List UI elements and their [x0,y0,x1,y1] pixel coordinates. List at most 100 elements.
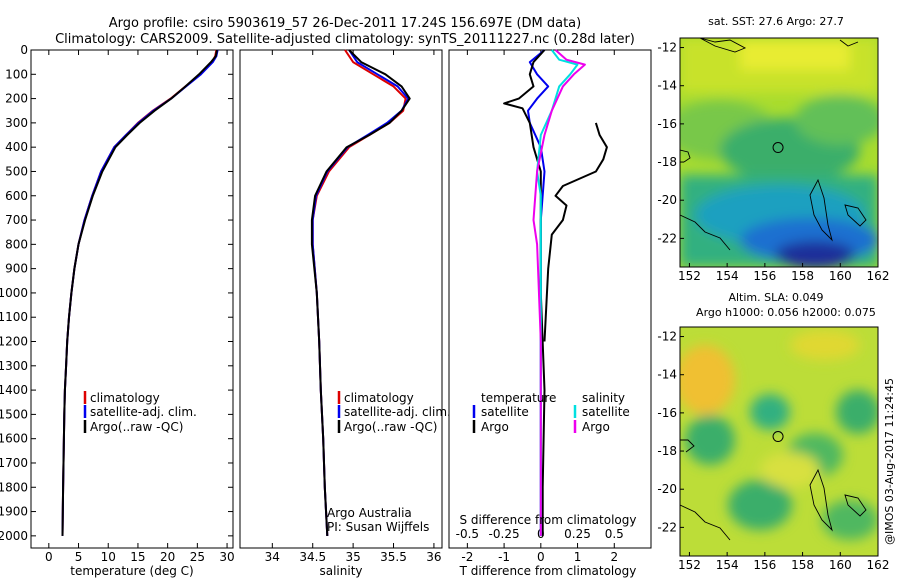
temperature-ytick-label: 600 [5,189,28,203]
temperature-ytick-label: 1400 [0,383,28,397]
temperature-ytick-label: 1000 [0,286,28,300]
temperature-xtick-label: 5 [75,550,83,564]
sst-map-ticks: 152 154 156 158 160 162 -12 -14 -16 -18 -20 -22 [657,41,889,283]
difference-ticks: -2 -1 0 1 2-0.5 -0.25 0 0.25 0.5 [456,50,624,564]
temperature-xlabel: temperature (deg C) [70,564,193,578]
sst-coldest-patch [775,241,855,267]
difference-xtick-label: -2 [461,550,473,564]
temperature-ytick-label: 1200 [0,335,28,349]
difference-xtick-label: 1 [574,550,582,564]
sla-map-ytick-label: -18 [657,444,677,458]
temperature-ticks: 0 5 10 15 20 25 300100200300400500600700800900… [0,43,235,564]
temperature-ytick-label: 1100 [0,310,28,324]
difference-top-tick-label: -0.5 [456,527,479,541]
sst-map-frame [679,37,879,268]
temperature-ytick-label: 400 [5,140,28,154]
temperature-xtick-label: 15 [130,550,145,564]
sst-map-ytick-label: -14 [657,79,677,93]
sst-map-field [680,38,878,267]
legend-argo: Argo(..raw -QC) [90,420,183,434]
sla-high-patch-2 [790,330,860,360]
sla-high-patch-1 [680,345,735,415]
sla-map-ytick-label: -22 [657,520,677,534]
sst-contour-3 [680,149,691,163]
sst-contour-2 [839,39,859,47]
sla-map-title-2: Argo h1000: 0.056 h2000: 0.075 [696,306,876,319]
salinity-xtick-label: 35.5 [380,550,407,564]
sla-map-ytick-label: -16 [657,406,677,420]
temperature-ytick-label: 1600 [0,432,28,446]
difference-xtick-label: 0 [537,550,545,564]
sla-contour-1 [680,439,695,453]
temperature-ytick-label: 1700 [0,456,28,470]
temperature-ytick-label: 200 [5,92,28,106]
temperature-ytick-label: 500 [5,164,28,178]
sla-map-xtick-label: 160 [829,558,852,572]
temperature-ytick-label: 1300 [0,359,28,373]
difference-top-tick-label: 0.25 [564,527,591,541]
difference-axes-frame [448,49,652,549]
temperature-xtick-label: 30 [219,550,234,564]
sst-mid-patch-3 [795,95,878,145]
salinity-series [310,49,411,536]
sla-low-patch-6 [822,500,878,540]
sla-map-xtick-label: 162 [867,558,890,572]
salinity-xlabel: salinity [319,564,362,578]
sla-low-patch-2 [750,394,790,430]
sst-contour-4 [844,204,867,227]
sla-map-xtick-label: 152 [678,558,701,572]
difference-xtick-label: -1 [498,550,510,564]
legend-temperature-header: temperature [481,391,556,405]
sst-map-xtick-label: 152 [678,269,701,283]
sla-map-xtick-label: 156 [753,558,776,572]
temperature-panel: 0 5 10 15 20 25 300100200300400500600700800900… [0,43,235,578]
sst-map-xtick-label: 154 [716,269,739,283]
legend-satellite-2: satellite-adj. clim. [344,405,451,419]
series-line-argo-raw-qc- [61,49,218,536]
legend-satellite: satellite-adj. clim. [90,405,197,419]
sla-map-ytick-label: -12 [657,330,677,344]
temperature-xtick-label: 25 [190,550,205,564]
sst-map-xtick-label: 158 [791,269,814,283]
series-line-salinity-argo [532,49,586,536]
difference-panel: -2 -1 0 1 2-0.5 -0.25 0 0.25 0.5 T difference fr… [448,49,652,578]
legend-argo-2: Argo(..raw -QC) [344,420,437,434]
sla-map-ytick-label: -20 [657,482,677,496]
legend-salinity-header: salinity [582,391,625,405]
difference-top-tick-label: 0.5 [605,527,624,541]
sla-contour-reef [809,468,833,532]
series-line-argo-salinity-difference-deep- [543,122,608,342]
legend-sal-satellite: satellite [582,405,630,419]
salinity-xtick-label: 36 [426,550,441,564]
sla-map-xtick-label: 154 [716,558,739,572]
sla-low-patch-3 [836,390,878,434]
legend-temp-argo: Argo [481,420,509,434]
sla-high-patch-3 [760,452,820,488]
sla-low-patch-5 [728,480,792,530]
sla-map-frame [679,326,879,557]
temperature-series [61,49,219,536]
salinity-ticks: 34 34.5 35 35.5 36 [265,50,442,564]
temperature-xtick-label: 0 [45,550,53,564]
temperature-ytick-label: 0 [20,43,28,57]
sst-map-ytick-label: -22 [657,231,677,245]
sla-contour-2 [844,494,867,517]
imos-stamp: @IMOS 03-Aug-2017 11:24:45 [883,378,896,545]
annotation-argo-australia: Argo Australia [327,506,412,520]
legend-climatology-2: climatology [344,391,414,405]
sst-map-xtick-label: 160 [829,269,852,283]
sst-map-ytick-label: -12 [657,41,677,55]
salinity-xtick-label: 34 [265,550,280,564]
sst-contour-5 [680,214,731,251]
sla-contour-3 [680,504,731,541]
sst-map-ytick-label: -16 [657,117,677,131]
series-line-argo-raw-qc- [310,49,411,536]
legend-temp-satellite: satellite [481,405,529,419]
sst-argo-marker [772,142,784,154]
temperature-xtick-label: 10 [101,550,116,564]
salinity-xtick-label: 34.5 [299,550,326,564]
annotation-pi: PI: Susan Wijffels [327,520,429,534]
temperature-legend: climatology satellite-adj. clim. Argo(..… [83,391,197,434]
legend-climatology: climatology [90,391,160,405]
